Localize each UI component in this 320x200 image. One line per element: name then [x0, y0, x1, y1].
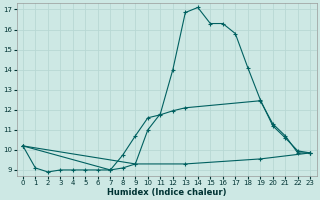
X-axis label: Humidex (Indice chaleur): Humidex (Indice chaleur) [107, 188, 226, 197]
